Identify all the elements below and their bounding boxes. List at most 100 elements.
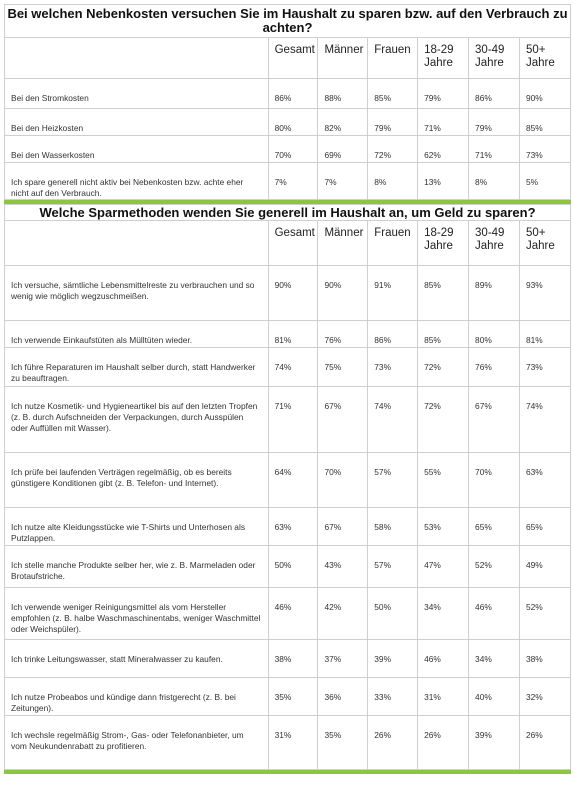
value-cell: 80%: [468, 320, 520, 348]
value-cell: 74%: [367, 386, 419, 453]
table-row: Ich verwende weniger Reinigungsmittel al…: [4, 587, 572, 640]
header-empty-cell: [4, 37, 269, 79]
table2-title: Welche Sparmethoden wenden Sie generell …: [4, 204, 571, 220]
value-cell: 73%: [367, 347, 419, 387]
value-cell: 65%: [468, 507, 520, 546]
column-header: Frauen: [367, 220, 419, 266]
column-header: 18-29 Jahre: [417, 220, 470, 266]
value-cell: 85%: [518, 108, 572, 136]
value-cell: 72%: [417, 386, 470, 453]
table-row: Ich prüfe bei laufenden Verträgen regelm…: [4, 452, 572, 508]
value-cell: 71%: [468, 135, 520, 163]
column-header: 50+ Jahre: [518, 220, 572, 266]
value-cell: 90%: [317, 265, 369, 321]
value-cell: 70%: [317, 452, 369, 508]
value-cell: 26%: [367, 715, 419, 770]
value-cell: 37%: [317, 639, 369, 678]
column-header: 18-29 Jahre: [417, 37, 470, 79]
value-cell: 71%: [417, 108, 470, 136]
value-cell: 8%: [367, 162, 419, 200]
value-cell: 5%: [518, 162, 572, 200]
table1: Gesamt Männer Frauen 18-29 Jahre 30-49 Jahre…: [4, 37, 572, 200]
value-cell: 67%: [317, 386, 369, 453]
value-cell: 85%: [367, 78, 419, 109]
column-header: Männer: [317, 220, 369, 266]
row-label: Bei den Stromkosten: [4, 78, 269, 109]
value-cell: 57%: [367, 545, 419, 588]
column-header: Gesamt: [267, 220, 319, 266]
table-row: Ich verwende Einkaufstüten als Mülltüten…: [4, 320, 572, 348]
value-cell: 76%: [317, 320, 369, 348]
row-label: Ich nutze Kosmetik- und Hygieneartikel b…: [4, 386, 269, 453]
value-cell: 86%: [367, 320, 419, 348]
value-cell: 31%: [417, 677, 470, 716]
header-row: Gesamt Männer Frauen 18-29 Jahre 30-49 Jahre…: [4, 220, 572, 266]
value-cell: 86%: [267, 78, 319, 109]
column-header: 30-49 Jahre: [468, 37, 520, 79]
value-cell: 81%: [518, 320, 572, 348]
table-row: Bei den Wasserkosten 70% 69% 72% 62% 71% 73%: [4, 135, 572, 163]
value-cell: 34%: [468, 639, 520, 678]
value-cell: 64%: [267, 452, 319, 508]
value-cell: 90%: [267, 265, 319, 321]
value-cell: 43%: [317, 545, 369, 588]
table-row: Ich führe Reparaturen im Haushalt selber…: [4, 347, 572, 387]
table-row: Ich nutze Kosmetik- und Hygieneartikel b…: [4, 386, 572, 453]
value-cell: 63%: [518, 452, 572, 508]
header-empty-cell: [4, 220, 269, 266]
value-cell: 81%: [267, 320, 319, 348]
value-cell: 74%: [518, 386, 572, 453]
value-cell: 57%: [367, 452, 419, 508]
value-cell: 46%: [267, 587, 319, 640]
row-label: Ich prüfe bei laufenden Verträgen regelm…: [4, 452, 269, 508]
row-label: Ich verwende weniger Reinigungsmittel al…: [4, 587, 269, 640]
value-cell: 33%: [367, 677, 419, 716]
green-divider-1: [4, 200, 571, 204]
value-cell: 93%: [518, 265, 572, 321]
column-header: Gesamt: [267, 37, 319, 79]
value-cell: 40%: [468, 677, 520, 716]
value-cell: 58%: [367, 507, 419, 546]
value-cell: 7%: [267, 162, 319, 200]
table-row: Ich stelle manche Produkte selber her, w…: [4, 545, 572, 588]
row-label: Ich führe Reparaturen im Haushalt selber…: [4, 347, 269, 387]
value-cell: 49%: [518, 545, 572, 588]
row-label: Ich stelle manche Produkte selber her, w…: [4, 545, 269, 588]
value-cell: 7%: [317, 162, 369, 200]
value-cell: 80%: [267, 108, 319, 136]
row-label: Ich versuche, sämtliche Lebensmittelrest…: [4, 265, 269, 321]
table-row: Ich versuche, sämtliche Lebensmittelrest…: [4, 265, 572, 321]
value-cell: 65%: [518, 507, 572, 546]
value-cell: 88%: [317, 78, 369, 109]
value-cell: 91%: [367, 265, 419, 321]
value-cell: 71%: [267, 386, 319, 453]
value-cell: 79%: [468, 108, 520, 136]
value-cell: 79%: [417, 78, 470, 109]
value-cell: 46%: [468, 587, 520, 640]
value-cell: 70%: [468, 452, 520, 508]
value-cell: 52%: [468, 545, 520, 588]
value-cell: 47%: [417, 545, 470, 588]
table-row: Ich wechsle regelmäßig Strom-, Gas- oder…: [4, 715, 572, 770]
value-cell: 50%: [367, 587, 419, 640]
value-cell: 32%: [518, 677, 572, 716]
value-cell: 39%: [367, 639, 419, 678]
value-cell: 26%: [417, 715, 470, 770]
value-cell: 86%: [468, 78, 520, 109]
column-header: Männer: [317, 37, 369, 79]
value-cell: 67%: [317, 507, 369, 546]
value-cell: 72%: [367, 135, 419, 163]
value-cell: 35%: [317, 715, 369, 770]
table2: Gesamt Männer Frauen 18-29 Jahre 30-49 Jahre…: [4, 220, 572, 770]
survey-page: Bei welchen Nebenkosten versuchen Sie im…: [4, 4, 572, 774]
value-cell: 35%: [267, 677, 319, 716]
value-cell: 67%: [468, 386, 520, 453]
row-label: Ich nutze alte Kleidungsstücke wie T-Shi…: [4, 507, 269, 546]
value-cell: 70%: [267, 135, 319, 163]
value-cell: 73%: [518, 135, 572, 163]
value-cell: 90%: [518, 78, 572, 109]
value-cell: 31%: [267, 715, 319, 770]
value-cell: 82%: [317, 108, 369, 136]
value-cell: 76%: [468, 347, 520, 387]
header-row: Gesamt Männer Frauen 18-29 Jahre 30-49 Jahre…: [4, 37, 572, 79]
